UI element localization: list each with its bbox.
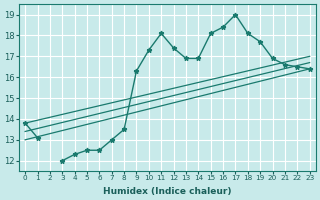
X-axis label: Humidex (Indice chaleur): Humidex (Indice chaleur) bbox=[103, 187, 232, 196]
